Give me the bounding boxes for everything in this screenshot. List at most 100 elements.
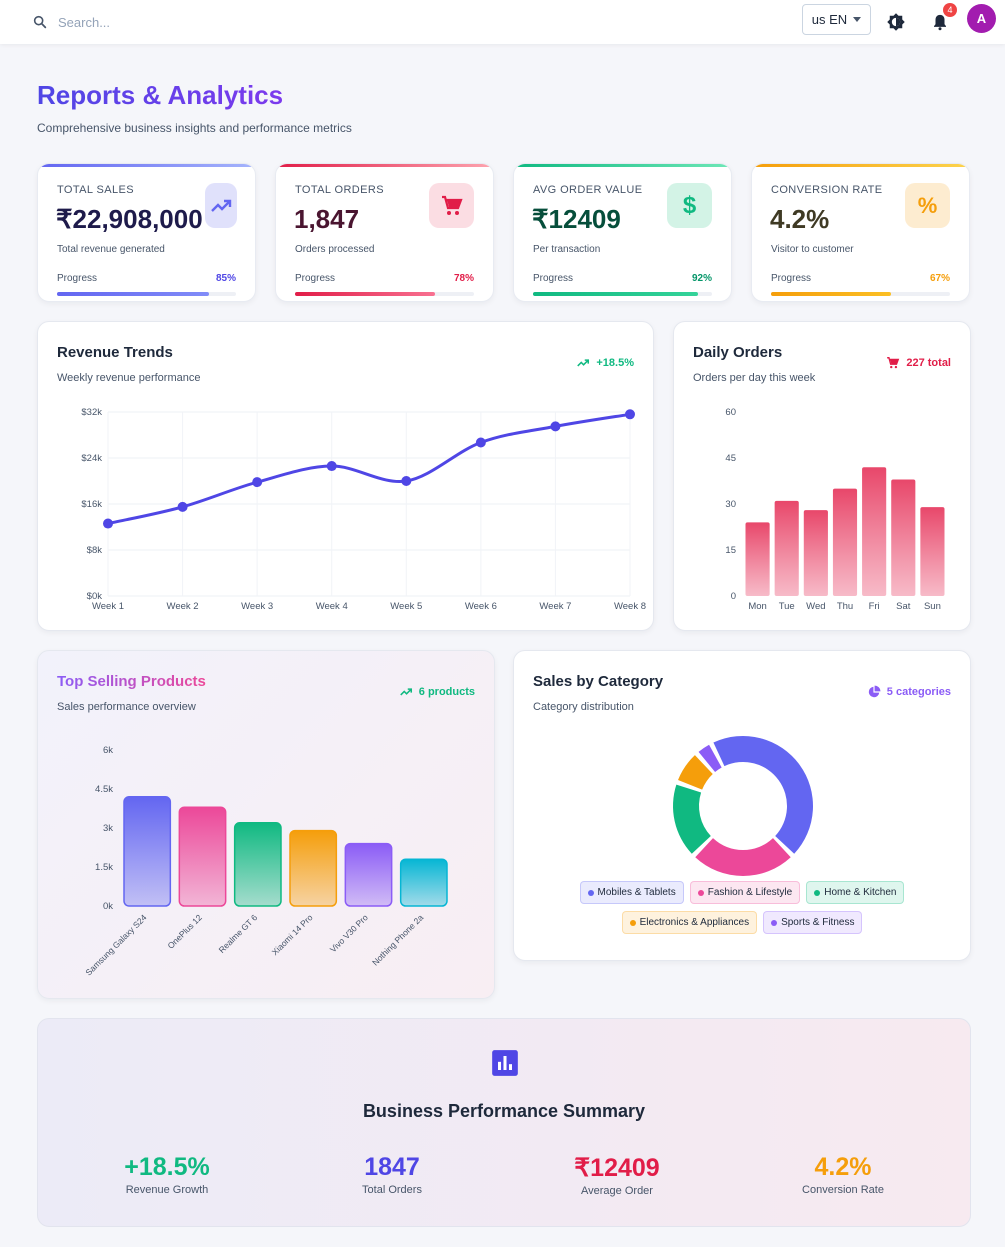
x-tick-label: Week 1	[92, 601, 124, 612]
bar	[745, 522, 770, 596]
kpi-description: Orders processed	[295, 244, 375, 255]
progress-label: Progress	[57, 273, 98, 284]
x-tick-label: Mon	[748, 601, 766, 612]
data-point	[177, 501, 188, 512]
page-subtitle: Comprehensive business insights and perf…	[37, 121, 352, 135]
data-point	[103, 518, 113, 529]
data-point	[550, 421, 561, 432]
stat-value: +18.5%	[124, 1153, 210, 1181]
donut-slice	[673, 784, 711, 854]
x-tick-label: Vivo V30 Pro	[328, 912, 370, 954]
x-tick-label: Week 2	[167, 601, 199, 612]
progress-track	[771, 292, 950, 296]
revenue-line-chart: $0k $8k $16k $24k $32k Week 1 Week 2 Week 3 Week…	[81, 407, 646, 612]
summary-stat-total-orders: 1847 Total Orders	[292, 1153, 492, 1196]
performance-summary: Business Performance Summary +18.5% Reve…	[37, 1018, 971, 1227]
panel-subtitle: Weekly revenue performance	[57, 372, 201, 384]
legend-label: Fashion & Lifestyle	[707, 887, 793, 898]
growth-tag-label: +18.5%	[596, 357, 634, 369]
stat-label: Revenue Growth	[125, 1184, 209, 1196]
kpi-card-avg-order-value: AVG ORDER VALUE ₹12409 Per transaction $…	[513, 163, 732, 302]
progress-track	[295, 292, 474, 296]
sales-by-category-panel: Sales by Category Category distribution …	[513, 650, 971, 961]
data-point	[326, 461, 337, 472]
donut-slice	[698, 744, 722, 772]
language-select[interactable]: us EN	[802, 4, 871, 35]
bar	[862, 467, 887, 596]
top-products-bar-chart: 0k 1.5k 3k 4.5k 6k Samsung Galaxy S24 OnePlus …	[83, 745, 448, 978]
legend-item: Home & Kitchen	[806, 881, 905, 904]
growth-tag: +18.5%	[576, 356, 634, 370]
search-icon	[33, 15, 47, 29]
theme-toggle-button[interactable]	[882, 8, 910, 36]
top-products-panel: Top Selling Products Sales performance o…	[37, 650, 495, 999]
x-tick-label: Week 3	[241, 601, 273, 612]
trending-up-icon	[205, 183, 237, 228]
bar	[233, 822, 282, 907]
donut-slice	[678, 755, 713, 790]
cart-icon	[429, 183, 474, 228]
dollar-icon: $	[667, 183, 712, 228]
avatar[interactable]: A	[967, 4, 996, 33]
progress-fill	[295, 292, 435, 296]
bar	[289, 829, 338, 907]
kpi-card-total-orders: TOTAL ORDERS 1,847 Orders processed Prog…	[275, 163, 494, 302]
kpi-description: Visitor to customer	[771, 244, 854, 255]
bar	[178, 806, 227, 907]
products-tag: 6 products	[399, 685, 475, 699]
panel-title: Top Selling Products	[57, 673, 206, 690]
panel-title: Revenue Trends	[57, 344, 173, 361]
bar	[344, 842, 393, 907]
x-tick-label: Nothing Phone 2a	[370, 912, 425, 967]
stat-value: ₹12409	[574, 1154, 660, 1182]
kpi-value: ₹12409	[532, 204, 621, 234]
panel-title: Daily Orders	[693, 344, 783, 361]
legend-dot	[587, 889, 594, 896]
y-tick-label: 60	[725, 407, 736, 418]
top-bar: us EN 4 A	[0, 0, 1005, 44]
x-tick-label: Samsung Galaxy S24	[83, 912, 148, 977]
kpi-value: 4.2%	[770, 204, 830, 234]
progress-value: 67%	[929, 273, 950, 284]
x-tick-label: OnePlus 12	[165, 912, 204, 951]
search-box[interactable]	[32, 10, 332, 34]
kpi-description: Total revenue generated	[57, 244, 165, 255]
bar	[832, 488, 858, 596]
data-point	[625, 409, 635, 420]
legend-item: Fashion & Lifestyle	[689, 881, 801, 904]
y-tick-label: $8k	[87, 545, 103, 556]
panel-subtitle: Sales performance overview	[57, 701, 196, 713]
revenue-line	[107, 412, 631, 526]
legend-label: Home & Kitchen	[824, 887, 897, 898]
stat-value: 4.2%	[814, 1153, 872, 1181]
percent-icon: %	[905, 183, 950, 228]
donut-slice	[695, 838, 791, 876]
progress-label: Progress	[295, 273, 336, 284]
kpi-value: 1,847	[294, 204, 360, 234]
notifications-button[interactable]: 4	[926, 3, 957, 36]
x-tick-label: Week 6	[465, 601, 497, 612]
legend-dot	[629, 919, 636, 926]
progress-track	[57, 292, 236, 296]
legend-dot	[697, 889, 704, 896]
pie-chart-icon	[868, 685, 881, 698]
progress-value: 78%	[453, 273, 474, 284]
language-label: us EN	[811, 12, 848, 27]
cart-icon	[887, 357, 900, 369]
x-tick-label: Realme GT 6	[217, 912, 260, 955]
summary-stat-average-order: ₹12409 Average Order	[517, 1153, 717, 1197]
search-input[interactable]	[58, 14, 308, 30]
progress-value: 92%	[691, 273, 712, 284]
kpi-label: TOTAL SALES	[57, 184, 134, 196]
progress-label: Progress	[533, 273, 574, 284]
brightness-icon	[887, 13, 905, 31]
trending-up-icon	[399, 688, 412, 696]
card-accent	[276, 164, 493, 167]
progress-fill	[771, 292, 891, 296]
stat-label: Average Order	[581, 1185, 653, 1197]
bar-chart-icon	[492, 1050, 518, 1076]
data-point	[252, 477, 263, 488]
kpi-card-total-sales: TOTAL SALES ₹22,908,000 Total revenue ge…	[37, 163, 256, 302]
summary-stat-revenue-growth: +18.5% Revenue Growth	[67, 1153, 267, 1196]
panel-title: Sales by Category	[533, 673, 664, 690]
